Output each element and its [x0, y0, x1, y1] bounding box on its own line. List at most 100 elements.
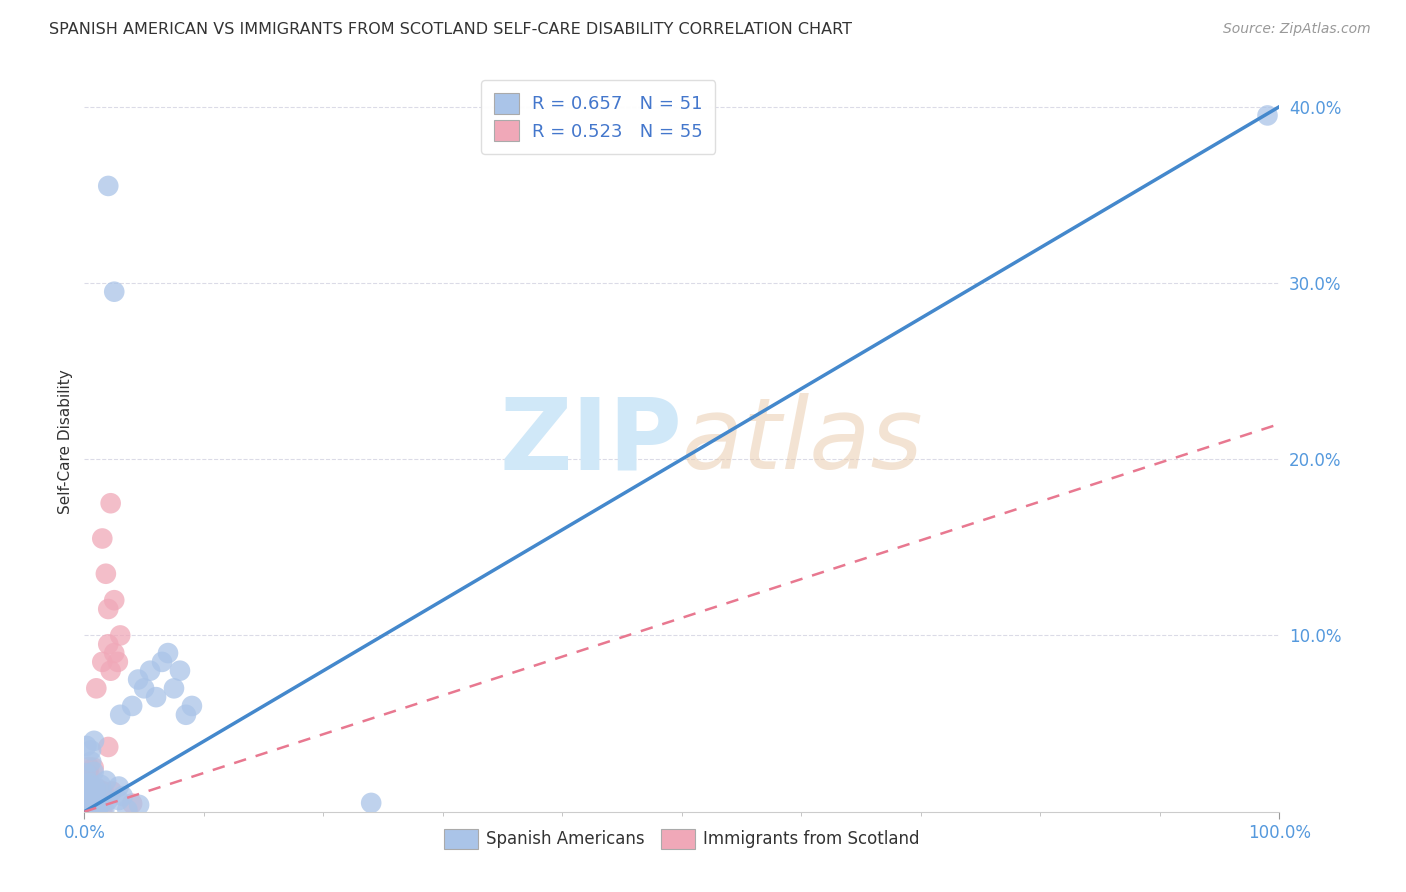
- Point: [86, 681, 108, 696]
- Point: [97, 637, 120, 651]
- Point: [80, 755, 103, 769]
- Point: [181, 698, 204, 713]
- Point: [80, 743, 103, 757]
- Point: [89, 797, 111, 811]
- Point: [77, 803, 100, 817]
- Point: [97, 739, 120, 754]
- Text: ZIP: ZIP: [499, 393, 682, 490]
- Point: [75, 795, 97, 809]
- Point: [110, 628, 132, 642]
- Point: [139, 664, 162, 678]
- Y-axis label: Self-Care Disability: Self-Care Disability: [58, 369, 73, 514]
- Point: [157, 646, 180, 660]
- Point: [75, 777, 97, 791]
- Point: [83, 734, 105, 748]
- Point: [121, 698, 143, 713]
- Point: [89, 797, 111, 811]
- Point: [132, 681, 156, 696]
- Point: [91, 803, 114, 817]
- Point: [75, 799, 97, 814]
- Point: [97, 793, 120, 807]
- Point: [75, 793, 97, 807]
- Point: [121, 797, 143, 811]
- Point: [150, 655, 173, 669]
- Point: [79, 794, 101, 808]
- Point: [84, 789, 107, 803]
- Point: [117, 803, 139, 817]
- Point: [75, 794, 97, 808]
- Point: [76, 794, 98, 808]
- Point: [91, 532, 114, 546]
- Point: [82, 786, 104, 800]
- Point: [103, 285, 125, 299]
- Point: [103, 646, 125, 660]
- Point: [80, 794, 103, 808]
- Point: [79, 768, 101, 782]
- Point: [80, 791, 103, 805]
- Point: [75, 803, 97, 817]
- Point: [77, 803, 100, 817]
- Point: [100, 496, 122, 510]
- Point: [77, 779, 100, 793]
- Point: [91, 787, 114, 801]
- Point: [107, 655, 129, 669]
- Point: [79, 789, 101, 803]
- Point: [75, 800, 97, 814]
- Point: [83, 764, 105, 779]
- Point: [101, 784, 124, 798]
- Point: [111, 789, 134, 803]
- Point: [76, 766, 98, 780]
- Point: [82, 797, 104, 811]
- Point: [100, 664, 122, 678]
- Point: [75, 766, 97, 780]
- Point: [76, 799, 98, 814]
- Point: [79, 800, 101, 814]
- Point: [83, 761, 105, 775]
- Point: [76, 803, 98, 817]
- Point: [93, 803, 115, 817]
- Point: [77, 760, 100, 774]
- Point: [128, 797, 150, 812]
- Text: Source: ZipAtlas.com: Source: ZipAtlas.com: [1223, 22, 1371, 37]
- Point: [80, 792, 103, 806]
- Legend: Spanish Americans, Immigrants from Scotland: Spanish Americans, Immigrants from Scotl…: [437, 822, 927, 855]
- Point: [84, 792, 107, 806]
- Point: [103, 593, 125, 607]
- Point: [80, 791, 103, 805]
- Text: SPANISH AMERICAN VS IMMIGRANTS FROM SCOTLAND SELF-CARE DISABILITY CORRELATION CH: SPANISH AMERICAN VS IMMIGRANTS FROM SCOT…: [49, 22, 852, 37]
- Point: [80, 800, 103, 814]
- Point: [76, 803, 98, 817]
- Point: [83, 787, 105, 801]
- Point: [127, 673, 149, 687]
- Point: [1257, 108, 1279, 122]
- Point: [79, 790, 101, 805]
- Point: [83, 796, 105, 810]
- Point: [86, 803, 108, 817]
- Point: [75, 787, 97, 801]
- Point: [77, 783, 100, 797]
- Point: [107, 780, 129, 794]
- Point: [94, 566, 117, 581]
- Point: [76, 779, 98, 793]
- Point: [360, 796, 382, 810]
- Point: [91, 655, 114, 669]
- Point: [169, 664, 191, 678]
- Point: [77, 795, 100, 809]
- Point: [86, 801, 108, 815]
- Point: [83, 791, 105, 805]
- Point: [75, 774, 97, 789]
- Point: [76, 802, 98, 816]
- Point: [76, 793, 98, 807]
- Point: [83, 803, 105, 817]
- Point: [75, 782, 97, 797]
- Point: [76, 803, 98, 817]
- Point: [163, 681, 186, 696]
- Point: [108, 793, 131, 807]
- Point: [75, 803, 97, 817]
- Point: [75, 739, 97, 753]
- Point: [145, 690, 167, 705]
- Point: [76, 797, 98, 812]
- Point: [97, 602, 120, 616]
- Point: [87, 781, 110, 796]
- Point: [94, 773, 117, 788]
